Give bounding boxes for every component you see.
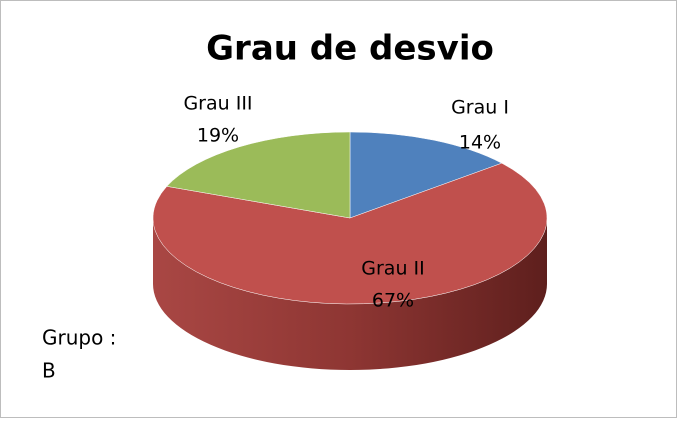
data-label-value: 14% — [459, 132, 501, 154]
pie-slice — [349, 131, 503, 219]
data-label-category: Grau III — [183, 93, 252, 115]
data-label-value: 67% — [372, 290, 414, 312]
pie-slice — [166, 131, 351, 219]
pie-side — [153, 218, 547, 370]
pie-slice — [152, 162, 548, 305]
data-label-value: 19% — [197, 125, 239, 147]
data-label-category: Grau II — [361, 258, 424, 280]
annotation: B — [42, 359, 56, 383]
annotation: Grupo : — [42, 326, 116, 350]
chart-title: Grau de desvio — [206, 29, 494, 69]
data-label-category: Grau I — [451, 97, 509, 119]
